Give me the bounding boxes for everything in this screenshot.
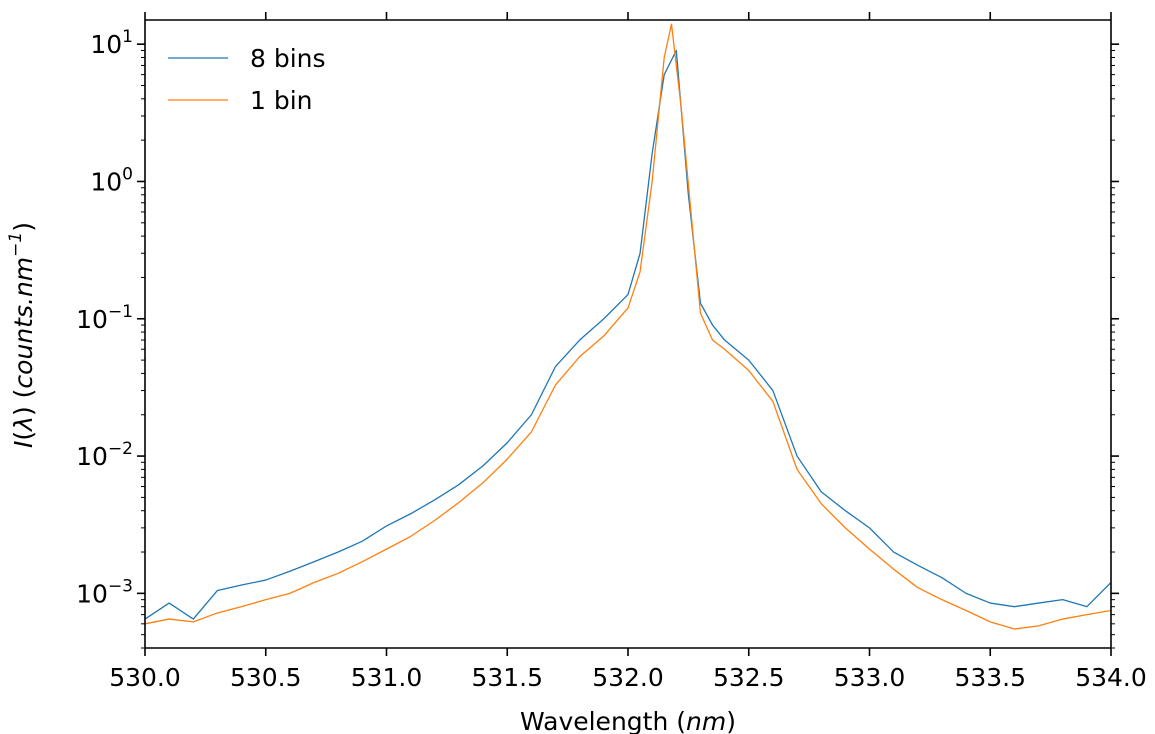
x-tick-label: 533.0 [834,663,906,692]
y-axis-title-unit: counts.nm [9,257,38,389]
y-axis-title-arg: λ [9,416,38,433]
x-axis-title: Wavelength (nm) [520,707,736,734]
y-axis-title-close: ) [9,222,38,232]
y-axis-title-func: I [9,441,38,448]
series-line-1 [145,49,1111,620]
x-tick-label: 530.0 [109,663,181,692]
y-tick-label: 101 [90,27,133,59]
y-axis-title-mid: ) ( [9,389,38,416]
x-tick-label: 530.5 [230,663,302,692]
x-axis-title-prefix: Wavelength ( [520,707,686,734]
x-axis-title-suffix: ) [726,707,736,734]
legend: 8 bins 1 bin [168,44,326,115]
x-axis-title-unit: nm [686,707,726,734]
x-tick-label: 532.0 [592,663,664,692]
y-tick-label: 10−3 [76,576,133,608]
x-tick-label: 531.5 [471,663,543,692]
axes-layer: 530.0 530.5 531.0 531.5 532.0 532.5 533.0 533.5… [76,12,1147,692]
y-axis-title-exp: −1 [6,232,26,257]
y-tick-label: 10−1 [76,302,133,334]
x-tick-label: 531.0 [351,663,423,692]
legend-label-2: 1 bin [250,86,313,115]
y-axis-title: I(λ) (counts.nm−1) [6,222,38,448]
series-layer [145,23,1111,630]
y-tick-label: 10−2 [76,439,133,471]
series-line-2 [145,23,1111,630]
y-axis-title-open: ( [9,431,38,441]
x-tick-label: 532.5 [713,663,785,692]
legend-label-1: 8 bins [250,44,326,73]
y-tick-label: 100 [90,164,133,196]
x-tick-label: 534.0 [1075,663,1147,692]
x-tick-label: 533.5 [954,663,1026,692]
